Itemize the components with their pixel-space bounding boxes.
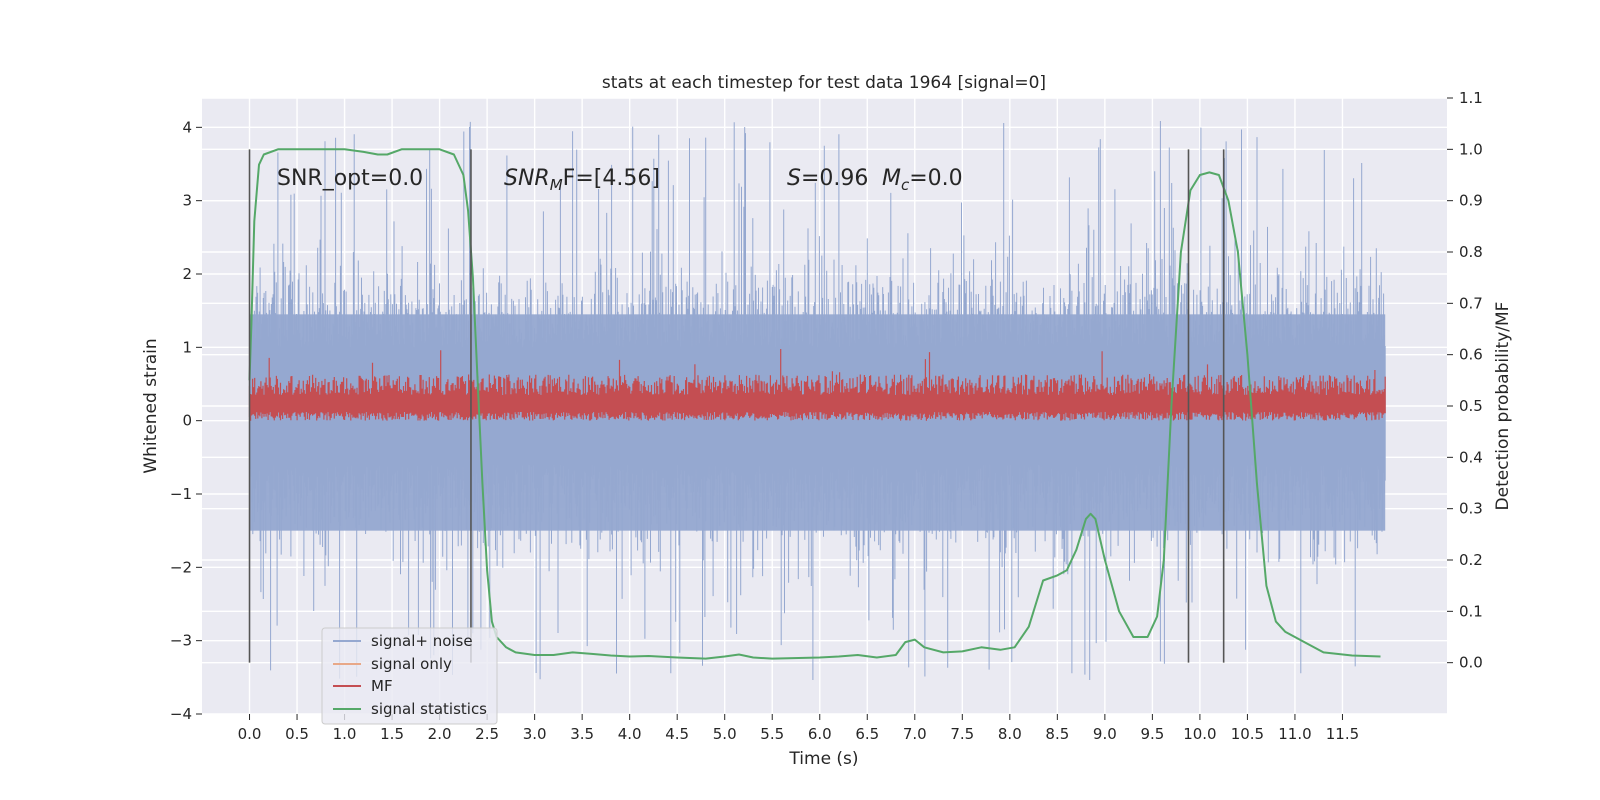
annotation-snr-mf: SNRMF=[4.56] <box>504 166 660 194</box>
y-tick-label-right: 0.5 <box>1459 397 1483 415</box>
x-tick-label: 7.0 <box>903 725 927 743</box>
x-tick-label: 0.5 <box>285 725 309 743</box>
y-tick-label-right: 0.3 <box>1459 500 1483 518</box>
x-tick-label: 6.0 <box>808 725 832 743</box>
x-tick-label: 1.0 <box>333 725 357 743</box>
y-ticks-right: 1.1 1.0 0.9 0.8 0.7 0.6 0.5 0.4 0.3 0.2 0.1 0.0 <box>1447 89 1483 672</box>
x-tick-label: 5.0 <box>713 725 737 743</box>
x-tick-label: 3.5 <box>570 725 594 743</box>
x-tick-label: 5.5 <box>760 725 784 743</box>
vertical-markers <box>248 149 1225 663</box>
y-tick-label-left: 1 <box>182 338 192 356</box>
x-tick-label: 7.5 <box>950 725 974 743</box>
x-tick-label: 0.0 <box>238 725 262 743</box>
x-tick-label: 11.0 <box>1278 725 1311 743</box>
annotation-s: S=0.96 <box>787 166 868 191</box>
y-tick-label-left: −1 <box>170 485 192 503</box>
y-tick-label-left: −4 <box>170 705 192 723</box>
y-tick-label-left: −3 <box>170 632 192 650</box>
x-tick-label: 10.0 <box>1183 725 1216 743</box>
y-ticks-left: 4 3 2 1 0 −1 −2 −3 −4 <box>170 118 202 723</box>
x-tick-label: 11.5 <box>1326 725 1359 743</box>
annotation-mc: Mc=0.0 <box>882 166 963 194</box>
chart-title: stats at each timestep for test data 196… <box>602 73 1046 93</box>
x-tick-label: 4.5 <box>665 725 689 743</box>
x-tick-label: 9.0 <box>1093 725 1117 743</box>
x-tick-label: 1.5 <box>380 725 404 743</box>
x-tick-label: 3.0 <box>523 725 547 743</box>
y-tick-label-left: 0 <box>182 412 192 430</box>
annotation-snr-opt: SNR_opt=0.0 <box>277 166 423 191</box>
y-tick-label-right: 0.4 <box>1459 448 1483 466</box>
y-tick-label-right: 1.0 <box>1459 140 1483 158</box>
x-ticks: 0.0 0.5 1.0 1.5 2.0 2.5 3.0 3.5 4.0 4.5 5.0 5.5 6.0 6… <box>238 714 1359 743</box>
y-tick-label-right: 0.9 <box>1459 192 1483 210</box>
plot-series <box>248 121 1386 680</box>
legend-label-signal-statistics: signal statistics <box>371 700 487 718</box>
y-tick-label-right: 0.7 <box>1459 294 1483 312</box>
x-tick-label: 2.0 <box>428 725 452 743</box>
x-tick-label: 10.5 <box>1231 725 1264 743</box>
y-tick-label-right: 0.0 <box>1459 654 1483 672</box>
legend-label-signal-noise: signal+ noise <box>371 632 473 650</box>
y-axis-label-left: Whitened strain <box>141 338 161 473</box>
legend-label-mf: MF <box>371 677 393 695</box>
x-axis-label: Time (s) <box>788 749 858 769</box>
x-tick-label: 6.5 <box>855 725 879 743</box>
legend: signal+ noise signal only MF signal stat… <box>321 627 498 725</box>
x-tick-label: 4.0 <box>618 725 642 743</box>
y-tick-label-right: 0.6 <box>1459 346 1483 364</box>
series-signal-statistics <box>248 148 1381 660</box>
x-tick-label: 9.5 <box>1140 725 1164 743</box>
x-tick-label: 8.5 <box>1045 725 1069 743</box>
legend-label-signal-only: signal only <box>371 655 452 673</box>
x-tick-label: 2.5 <box>475 725 499 743</box>
y-tick-label-left: 3 <box>182 192 192 210</box>
legend-box <box>321 627 498 725</box>
y-tick-label-right: 1.1 <box>1459 89 1483 107</box>
y-tick-label-right: 0.2 <box>1459 551 1483 569</box>
y-tick-label-right: 0.1 <box>1459 602 1483 620</box>
y-tick-label-left: 2 <box>182 265 192 283</box>
y-tick-label-left: −2 <box>170 558 192 576</box>
y-tick-label-left: 4 <box>182 118 192 136</box>
x-tick-label: 8.0 <box>998 725 1022 743</box>
y-axis-label-right: Detection probability/MF <box>1493 302 1513 511</box>
y-tick-label-right: 0.8 <box>1459 243 1483 261</box>
